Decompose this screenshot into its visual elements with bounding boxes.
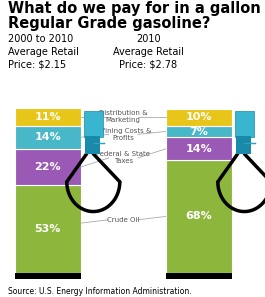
Text: What do we pay for in a gallon of: What do we pay for in a gallon of: [8, 1, 265, 17]
FancyBboxPatch shape: [235, 111, 254, 137]
Text: Refining Costs &
Profits: Refining Costs & Profits: [95, 128, 152, 141]
Text: 14%: 14%: [186, 144, 212, 154]
Text: Source: U.S. Energy Information Administration.: Source: U.S. Energy Information Administ…: [8, 287, 192, 296]
FancyBboxPatch shape: [15, 126, 81, 149]
Text: 7%: 7%: [189, 127, 208, 137]
FancyBboxPatch shape: [166, 137, 232, 160]
FancyBboxPatch shape: [15, 185, 81, 273]
Text: 14%: 14%: [34, 132, 61, 142]
FancyBboxPatch shape: [85, 136, 100, 154]
Text: Distribution &
Marketing: Distribution & Marketing: [99, 110, 148, 123]
Text: 10%: 10%: [186, 113, 212, 122]
FancyBboxPatch shape: [244, 143, 256, 144]
Text: Regular Grade gasoline?: Regular Grade gasoline?: [8, 16, 210, 31]
Text: Crude Oil: Crude Oil: [107, 217, 139, 223]
Text: 53%: 53%: [34, 224, 61, 234]
Text: 22%: 22%: [34, 162, 61, 172]
FancyBboxPatch shape: [166, 160, 232, 273]
FancyBboxPatch shape: [84, 111, 103, 137]
FancyBboxPatch shape: [93, 143, 105, 144]
Text: 68%: 68%: [186, 211, 212, 222]
Text: 11%: 11%: [34, 112, 61, 122]
FancyBboxPatch shape: [15, 149, 81, 185]
Text: 2010
Average Retail
Price: $2.78: 2010 Average Retail Price: $2.78: [113, 34, 184, 70]
FancyBboxPatch shape: [15, 273, 81, 279]
Text: 2000 to 2010
Average Retail
Price: $2.15: 2000 to 2010 Average Retail Price: $2.15: [8, 34, 79, 70]
FancyBboxPatch shape: [166, 126, 232, 137]
FancyBboxPatch shape: [236, 136, 251, 154]
FancyBboxPatch shape: [166, 109, 232, 126]
FancyBboxPatch shape: [15, 108, 81, 126]
FancyBboxPatch shape: [166, 273, 232, 279]
Text: Federal & State
Taxes: Federal & State Taxes: [96, 151, 150, 165]
